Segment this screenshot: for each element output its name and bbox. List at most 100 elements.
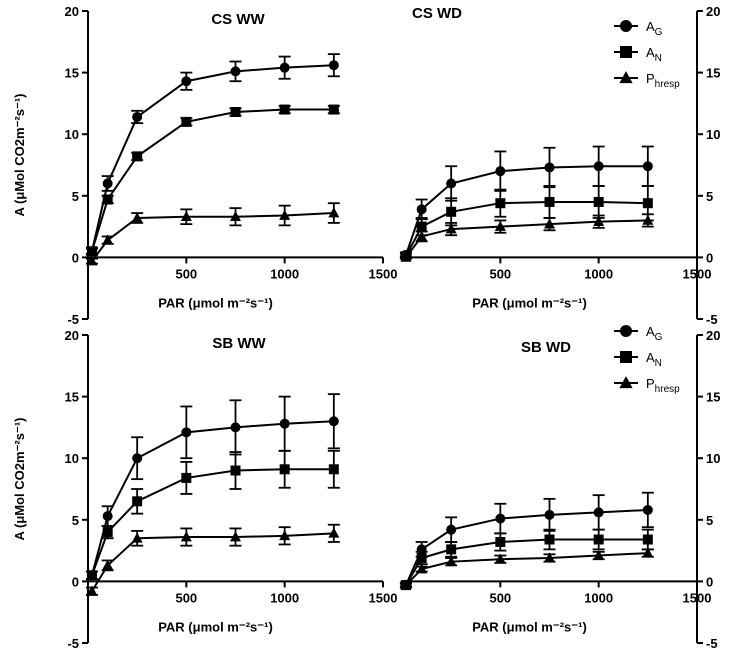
x-tick-label: 1500 — [369, 266, 398, 281]
data-point — [132, 111, 143, 122]
data-point — [642, 534, 653, 545]
series-line — [90, 64, 334, 252]
y-tick-label: 15 — [706, 390, 720, 405]
legend-label-subscript: hresp — [655, 79, 680, 90]
data-point — [181, 116, 192, 127]
legend-label-base: A — [646, 19, 655, 34]
series-line — [91, 532, 334, 592]
legend-label: AN — [646, 350, 662, 369]
x-tick-label: 500 — [175, 590, 197, 605]
y-tick-label: 15 — [65, 390, 79, 405]
series-line — [91, 212, 334, 262]
series-line — [90, 468, 334, 576]
data-point — [131, 532, 143, 543]
panel-title: CS WW — [211, 11, 265, 28]
y-axis-title: A (μMol CO2m⁻²s⁻¹) — [12, 93, 27, 216]
series-p-hresp — [85, 523, 340, 596]
series-a-n — [399, 185, 654, 262]
y-tick-label: 10 — [706, 451, 720, 466]
series-line — [90, 108, 334, 252]
data-point — [642, 504, 653, 515]
data-point — [593, 215, 605, 226]
data-point — [495, 198, 506, 209]
data-point — [400, 579, 412, 590]
data-point — [86, 570, 97, 581]
legend-label: Phresp — [646, 376, 680, 395]
data-point — [445, 555, 457, 567]
series-line — [405, 508, 648, 586]
legend-label-subscript: G — [655, 27, 663, 38]
data-point — [446, 206, 457, 217]
data-point — [328, 464, 339, 475]
y-tick-label: 20 — [65, 328, 79, 343]
legend-entry: Phresp — [614, 376, 680, 395]
data-point — [86, 255, 98, 266]
data-point — [445, 223, 457, 234]
data-point — [230, 531, 241, 542]
data-point — [102, 527, 113, 538]
y-tick-label: -5 — [67, 636, 79, 651]
data-point — [86, 246, 97, 257]
x-tick-label: 1000 — [584, 590, 613, 605]
data-point — [642, 161, 653, 172]
legend-entry: AG — [614, 19, 663, 38]
data-point — [544, 196, 555, 207]
x-tick-label: 500 — [489, 266, 511, 281]
series-line — [405, 200, 648, 257]
data-point — [446, 178, 457, 189]
data-point — [416, 221, 427, 232]
data-point — [132, 453, 143, 464]
y-tick-label: 20 — [65, 4, 79, 19]
data-point — [279, 62, 290, 73]
data-point — [181, 76, 192, 87]
data-point — [544, 534, 555, 545]
series-a-n — [85, 449, 340, 581]
panel-title: CS WD — [412, 5, 462, 22]
legend-label-base: A — [646, 324, 655, 339]
y-axis-title: A (μMol CO2m⁻²s⁻¹) — [12, 417, 27, 540]
y-tick-label: 20 — [706, 328, 720, 343]
series-p-hresp — [85, 202, 340, 266]
series-line — [405, 219, 648, 259]
series-a-g — [85, 393, 340, 581]
data-point — [102, 178, 113, 189]
y-tick-label: 0 — [72, 574, 79, 589]
data-point — [230, 210, 241, 222]
y-tick-label: 5 — [706, 189, 713, 204]
data-point — [102, 234, 114, 245]
data-point — [494, 553, 506, 564]
data-point — [132, 151, 143, 162]
y-tick-label: 0 — [706, 574, 713, 589]
data-point — [328, 207, 340, 218]
legend-label-subscript: hresp — [655, 384, 680, 395]
y-tick-label: 15 — [65, 66, 79, 81]
series-a-n — [85, 104, 340, 257]
data-point — [642, 547, 654, 558]
legend-entry: AG — [614, 324, 663, 343]
data-point — [131, 212, 143, 223]
legend-label-subscript: G — [655, 332, 663, 343]
legend-marker — [619, 376, 633, 389]
legend-marker — [620, 325, 632, 337]
data-point — [593, 196, 604, 207]
data-point — [416, 552, 427, 563]
x-axis-title: PAR (μmol m⁻²s⁻¹) — [472, 295, 587, 310]
legend-entry: Phresp — [614, 71, 680, 90]
y-tick-label: 5 — [72, 513, 79, 528]
y-tick-label: 0 — [72, 250, 79, 265]
data-point — [446, 524, 457, 535]
y-tick-label: -5 — [706, 636, 718, 651]
data-point — [102, 194, 113, 205]
data-point — [446, 544, 457, 555]
series-p-hresp — [399, 213, 654, 262]
data-point — [544, 162, 555, 173]
data-point — [230, 422, 241, 433]
y-tick-label: 10 — [65, 451, 79, 466]
data-point — [593, 161, 604, 172]
y-tick-label: 20 — [706, 4, 720, 19]
data-point — [328, 527, 340, 538]
data-point — [279, 209, 291, 220]
data-point — [279, 464, 290, 475]
